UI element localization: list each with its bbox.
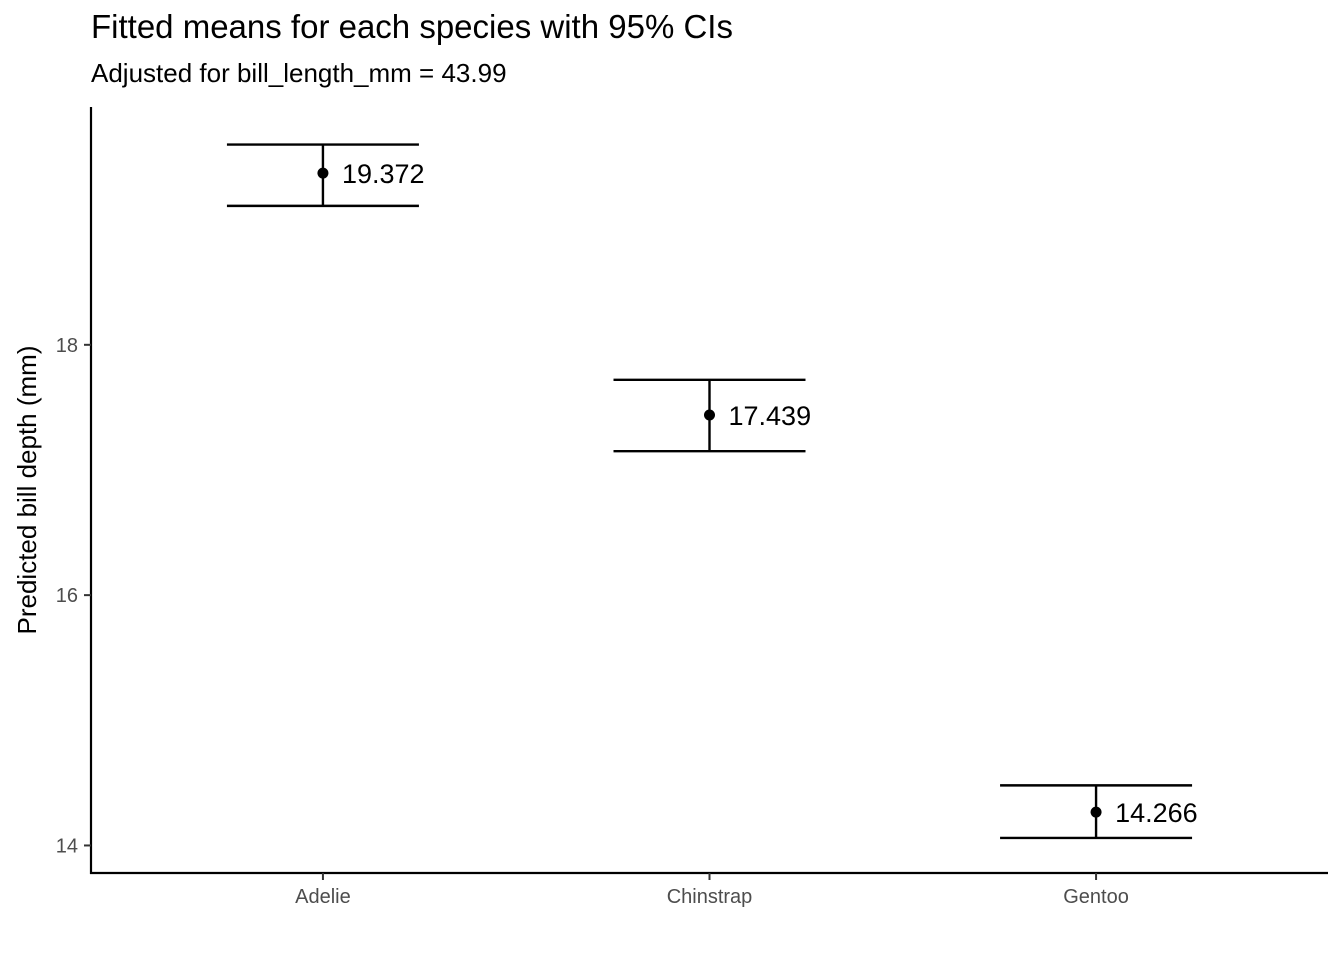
x-tick-label: Adelie bbox=[295, 886, 351, 908]
data-label: 19.372 bbox=[342, 159, 425, 189]
y-axis-title: Predicted bill depth (mm) bbox=[12, 346, 42, 635]
x-axis-ticks: Adelie Chinstrap Gentoo bbox=[295, 873, 1129, 908]
x-tick-label: Chinstrap bbox=[667, 886, 753, 908]
data-point bbox=[1090, 806, 1102, 818]
data-label: 17.439 bbox=[729, 401, 812, 431]
chart-marks: 19.372 17.439 14.266 bbox=[226, 143, 1198, 840]
chart-title: Fitted means for each species with 95% C… bbox=[91, 8, 733, 45]
chart-subtitle: Adjusted for bill_length_mm = 43.99 bbox=[91, 58, 507, 88]
x-tick-label: Gentoo bbox=[1063, 886, 1129, 908]
y-tick-label: 18 bbox=[56, 335, 78, 357]
data-label: 14.266 bbox=[1115, 798, 1198, 828]
y-axis-ticks: 14 16 18 bbox=[56, 335, 91, 857]
y-tick-label: 14 bbox=[56, 835, 78, 857]
y-tick-label: 16 bbox=[56, 585, 78, 607]
data-point bbox=[704, 409, 715, 421]
data-point bbox=[317, 167, 329, 179]
